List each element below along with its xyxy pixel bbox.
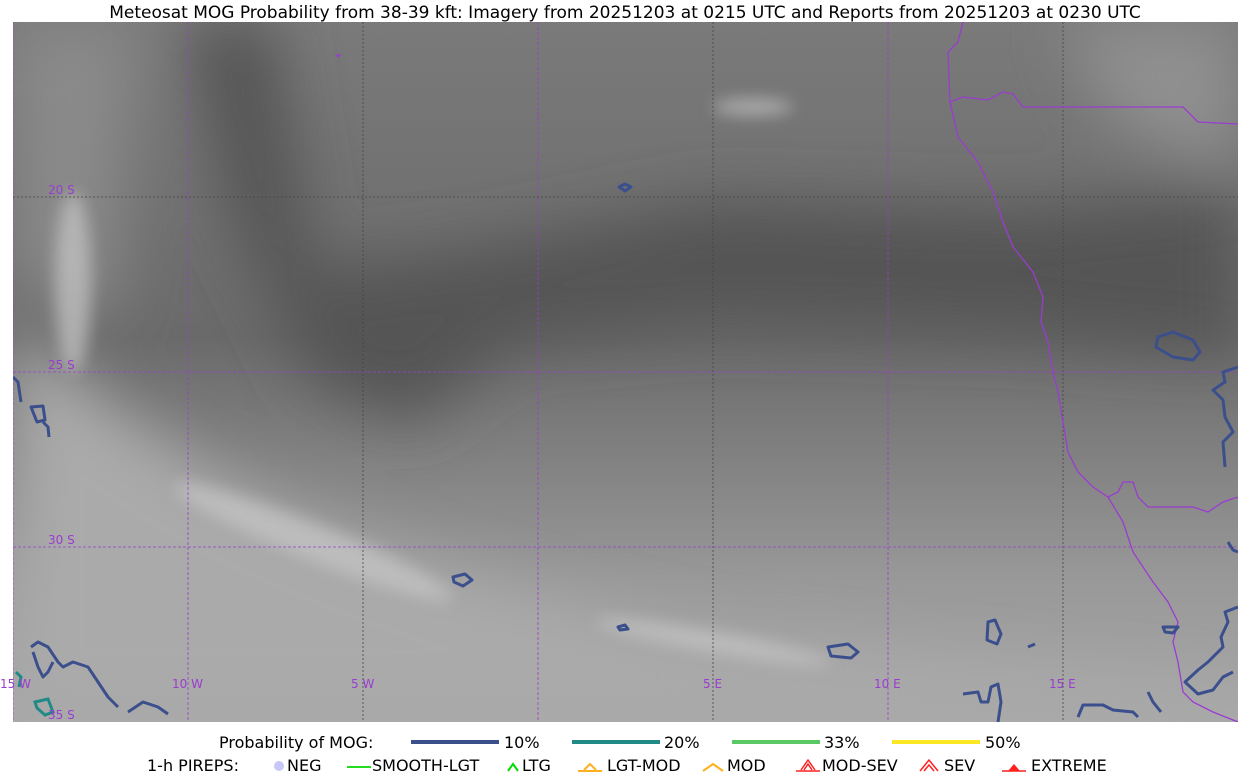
pirep-lgt-mod-label: LGT-MOD [607,756,681,775]
mog-probability-legend: Probability of MOG: 10% 20% 33% 50% [0,733,1250,753]
swatch-33pct [732,740,820,744]
swatch-10pct [411,740,499,744]
lon-label-15e: 15 E [1049,677,1076,691]
lon-label-5e: 5 E [703,677,723,691]
swatch-50pct [892,740,980,744]
sev-double-caret-icon [919,758,939,772]
pirep-mod-sev-label: MOD-SEV [822,756,898,775]
pirep-extreme-label: EXTREME [1031,756,1107,775]
mod-sev-double-caret-icon [796,758,820,772]
lon-label-15w: 15 W [0,677,31,691]
extreme-filled-triangle-icon [1002,764,1026,772]
swatch-20pct [572,740,660,744]
lon-label-10e: 10 E [874,677,901,691]
lon-label-5w: 5 W [351,677,375,691]
satellite-map: 20 S 25 S 30 S 35 S 15 W 10 W 5 W 5 E 10… [0,21,1239,723]
lgt-mod-caret-bar-icon [578,762,602,772]
mog-10pct-contours [11,182,1239,723]
pirep-ltg-label: LTG [522,756,551,775]
lat-label-35s: 35 S [48,708,75,722]
mod-caret-icon [702,762,724,772]
pirep-legend: 1-h PIREPS: NEG SMOOTH-LGT LTG LGT-MOD M… [0,756,1250,776]
pirep-legend-title: 1-h PIREPS: [147,756,239,775]
neg-circle-icon [274,761,284,771]
prob-label-50: 50% [985,733,1021,752]
water-vapor-imagery [11,21,1239,723]
lat-label-20s: 20 S [48,183,75,197]
graticule [12,22,1238,722]
coastline [947,21,1239,513]
pirep-mod-label: MOD [727,756,766,775]
prob-label-10: 10% [504,733,540,752]
map-title: Meteosat MOG Probability from 38-39 kft:… [109,3,1141,23]
ltg-caret-icon [507,762,519,772]
pirep-sev-label: SEV [944,756,976,775]
lat-label-30s: 30 S [48,533,75,547]
lon-label-10w: 10 W [172,677,203,691]
pirep-neg-label: NEG [287,756,322,775]
smooth-lgt-line-icon [347,766,371,768]
prob-legend-title: Probability of MOG: [219,733,374,752]
mog-20pct-contours [14,670,55,717]
prob-label-20: 20% [664,733,700,752]
prob-label-33: 33% [824,733,860,752]
lat-label-25s: 25 S [48,358,75,372]
pirep-smooth-lgt-label: SMOOTH-LGT [372,756,480,775]
